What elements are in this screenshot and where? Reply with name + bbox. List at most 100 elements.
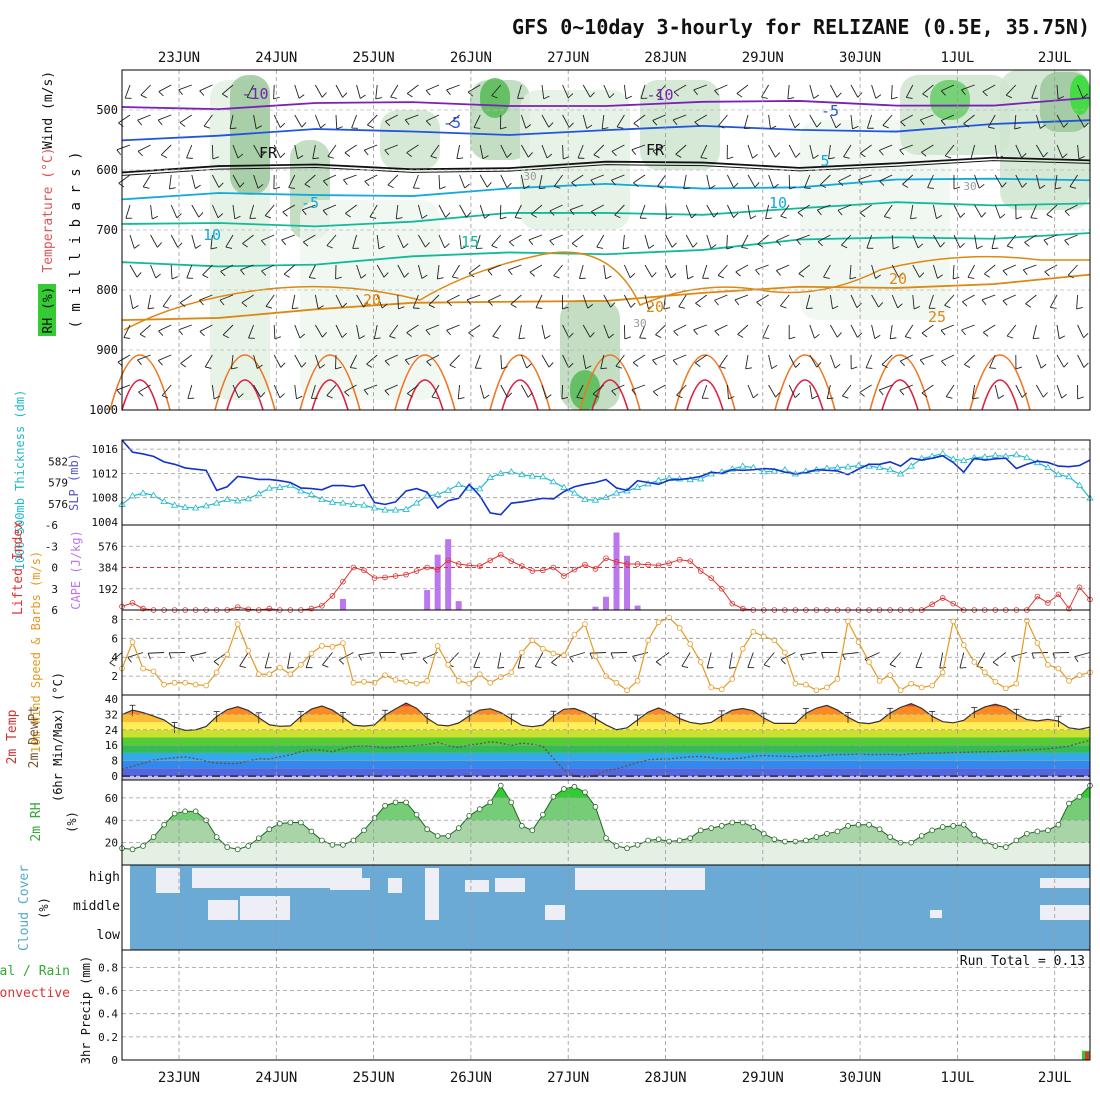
wind-barb <box>961 89 966 96</box>
wind-barb <box>430 144 440 157</box>
wind-barb <box>836 332 842 338</box>
wind-barb <box>776 270 781 276</box>
wind-barb <box>385 114 399 122</box>
wind-barb <box>375 84 378 99</box>
rh-point <box>582 789 588 796</box>
wind-barb <box>280 152 286 158</box>
wind-barb <box>1040 124 1046 129</box>
wind-barb <box>630 302 636 308</box>
wind-barb <box>155 273 161 279</box>
rh-point <box>687 835 693 841</box>
wind-barb <box>569 209 575 216</box>
wind-barb <box>571 234 584 244</box>
panel-frame-precip <box>121 949 1091 1061</box>
upper-ylabel-rh: RH (%) <box>41 287 56 334</box>
wind-barb <box>529 264 543 273</box>
wind-barb <box>657 174 666 187</box>
wind-barb <box>118 182 125 188</box>
rh-point <box>876 826 883 833</box>
wind-barb <box>1039 184 1046 189</box>
lifted-index-point <box>319 602 325 609</box>
wind-barb <box>1002 294 1016 302</box>
thickness-point <box>960 456 968 463</box>
wind-speed-point <box>255 671 262 678</box>
lifted-index-point <box>613 559 620 565</box>
rh-point <box>540 811 546 818</box>
wind-barb <box>109 652 123 664</box>
temp-tick: 16 <box>105 739 118 752</box>
wind-barb <box>905 84 914 98</box>
thickness-point <box>412 499 421 506</box>
rh-point <box>497 782 504 789</box>
thickness-ylabel: 1000~500mb Thickness (dm) <box>13 390 27 571</box>
wind-speed-point <box>445 661 451 668</box>
wind-barb <box>1083 122 1089 128</box>
wind-barb <box>279 393 285 399</box>
rh-shading <box>930 80 970 120</box>
wind-barb <box>694 354 708 364</box>
rh-point <box>308 828 315 835</box>
wind-barb <box>768 144 776 158</box>
wind-barb <box>535 294 543 308</box>
wind-speed-point <box>1034 640 1041 646</box>
wind-barb <box>323 174 337 182</box>
contour-label: -10 <box>241 85 268 103</box>
thickness-point <box>1023 453 1031 461</box>
wind-barb <box>596 246 604 249</box>
wind-barb <box>421 274 428 279</box>
wind-barb <box>322 204 337 211</box>
cloud-clear-cell <box>465 880 489 892</box>
wind-barb <box>1069 174 1078 187</box>
wind-barb <box>479 204 485 219</box>
wind-barb <box>882 125 889 129</box>
wind-barb <box>378 245 385 250</box>
lifted-index-point <box>666 560 672 567</box>
rh-point <box>866 821 872 828</box>
rh-point <box>697 827 704 834</box>
temperature-band <box>122 760 1090 769</box>
wind-barb <box>970 144 976 159</box>
wind-barb <box>1057 96 1065 100</box>
wind-barb <box>491 245 498 249</box>
wind-barb <box>651 272 657 278</box>
wind-barb <box>140 84 151 96</box>
wind-barb <box>335 354 337 370</box>
date-label-top: 29JUN <box>742 50 784 66</box>
wind-barb <box>554 185 561 189</box>
wind-barb <box>940 114 955 122</box>
wind-barb <box>541 324 546 339</box>
wind-barb <box>314 294 319 309</box>
wind-barb <box>671 242 677 248</box>
wind-barb <box>849 264 852 279</box>
wind-barb <box>611 174 625 181</box>
wind-barb <box>797 212 804 217</box>
wind-barb <box>1063 122 1069 128</box>
wind-speed-point <box>298 661 304 668</box>
wind-barb <box>989 354 996 368</box>
wind-barb <box>439 186 446 190</box>
wind-barb <box>797 204 811 213</box>
precip-label-total: Total / Rain <box>0 964 70 979</box>
wind-barb <box>967 264 975 278</box>
wind-barb <box>562 324 570 338</box>
wind-barb <box>292 307 299 310</box>
wind-barb <box>605 275 612 280</box>
wind-barb <box>301 209 307 216</box>
wind-barb <box>773 183 779 189</box>
cape-bar <box>613 532 620 610</box>
wind-barb <box>917 243 924 249</box>
temperature-band <box>122 729 1090 738</box>
wind-barb <box>529 271 536 277</box>
wind-barb <box>232 144 239 159</box>
thickness-point <box>518 470 526 478</box>
cape-bar <box>603 596 609 610</box>
wind-barb <box>889 652 901 665</box>
wind-speed-point <box>676 625 683 631</box>
isotherm-line <box>121 156 1091 174</box>
wind-barb <box>776 264 790 272</box>
rh-point <box>718 823 725 829</box>
wind-barb <box>356 294 364 308</box>
wind-barb <box>124 84 131 99</box>
panel-frame-upper_air <box>121 69 1091 411</box>
wind-barb <box>501 366 508 370</box>
